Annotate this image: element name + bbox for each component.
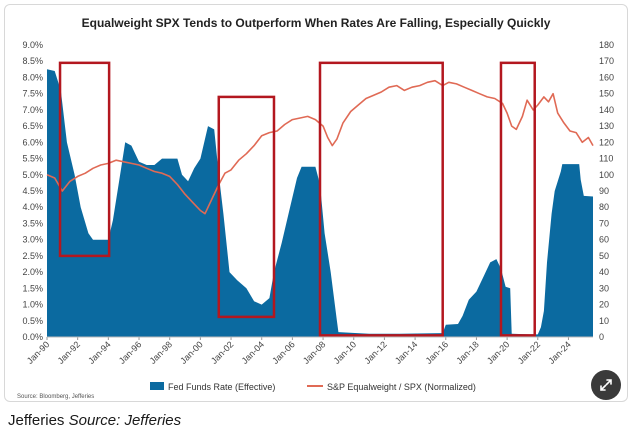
- legend: Fed Funds Rate (Effective) S&P Equalweig…: [150, 382, 476, 392]
- left-tick-label: 9.0%: [22, 40, 43, 50]
- right-tick-label: 180: [599, 40, 614, 50]
- x-tick-label: Jan-98: [148, 339, 175, 366]
- legend-label-equalweight: S&P Equalweight / SPX (Normalized): [327, 382, 476, 392]
- left-tick-label: 2.5%: [22, 251, 43, 261]
- x-tick-label: Jan-24: [546, 339, 573, 366]
- right-tick-label: 80: [599, 202, 609, 212]
- caption-source: Source: Jefferies: [68, 412, 182, 429]
- x-axis-ticks: Jan-90 Jan-92 Jan-94 Jan-96 Jan-98 Jan-00 Jan-…: [25, 337, 573, 366]
- right-tick-label: 150: [599, 89, 614, 99]
- left-tick-label: 5.0%: [22, 170, 43, 180]
- left-tick-label: 0.5%: [22, 316, 43, 326]
- right-tick-label: 60: [599, 235, 609, 245]
- right-tick-label: 50: [599, 251, 609, 261]
- x-tick-label: Jan-06: [270, 339, 297, 366]
- right-tick-label: 170: [599, 56, 614, 66]
- x-tick-label: Jan-14: [393, 339, 420, 366]
- x-tick-label: Jan-04: [240, 339, 267, 366]
- x-tick-label: Jan-02: [209, 339, 236, 366]
- left-tick-label: 4.0%: [22, 202, 43, 212]
- left-tick-label: 8.0%: [22, 72, 43, 82]
- left-tick-label: 7.5%: [22, 89, 43, 99]
- right-tick-label: 130: [599, 121, 614, 131]
- legend-swatch-fed-funds: [150, 382, 164, 390]
- source-note: Source: Bloomberg, Jefferies: [17, 394, 94, 400]
- caption-publisher: Jefferies: [8, 412, 65, 429]
- left-tick-label: 2.0%: [22, 267, 43, 277]
- right-tick-label: 10: [599, 316, 609, 326]
- x-tick-label: Jan-22: [516, 339, 543, 366]
- plot-area: [46, 61, 594, 338]
- right-tick-label: 70: [599, 218, 609, 228]
- x-tick-label: Jan-00: [178, 339, 205, 366]
- expand-icon: [600, 379, 612, 391]
- highlight-box-1: [58, 61, 111, 258]
- x-tick-label: Jan-18: [454, 339, 481, 366]
- x-tick-label: Jan-16: [424, 339, 451, 366]
- right-tick-label: 110: [599, 154, 613, 164]
- right-tick-label: 140: [599, 105, 614, 115]
- highlight-box-4: [499, 61, 536, 337]
- x-tick-label: Jan-20: [485, 339, 512, 366]
- x-tick-label: Jan-92: [56, 339, 83, 366]
- left-tick-label: 6.5%: [22, 121, 43, 131]
- x-tick-label: Jan-12: [362, 339, 389, 366]
- left-tick-label: 0.0%: [22, 332, 43, 342]
- right-tick-label: 30: [599, 283, 609, 293]
- left-tick-label: 1.5%: [22, 283, 43, 293]
- left-tick-label: 5.5%: [22, 154, 43, 164]
- right-tick-label: 90: [599, 186, 609, 196]
- right-tick-label: 120: [599, 137, 614, 147]
- left-tick-label: 3.5%: [22, 218, 43, 228]
- left-tick-label: 7.0%: [22, 105, 43, 115]
- left-axis-ticks: 0.0% 0.5% 1.0% 1.5% 2.0% 2.5% 3.0% 3.5% 4.0% 4.5%…: [22, 40, 43, 342]
- right-tick-label: 100: [599, 170, 614, 180]
- x-tick-label: Jan-94: [86, 339, 113, 366]
- x-tick-label: Jan-08: [301, 339, 328, 366]
- left-tick-label: 1.0%: [22, 300, 43, 310]
- right-tick-label: 0: [599, 332, 604, 342]
- chart-title: Equalweight SPX Tends to Outperform When…: [82, 16, 551, 30]
- right-axis-ticks: 0 10 20 30 40 50 60 70 80 90 100 110 120 130 140 150 160…: [599, 40, 614, 342]
- image-caption: Jefferies Source: Jefferies: [8, 412, 181, 429]
- left-tick-label: 8.5%: [22, 56, 43, 66]
- x-tick-label: Jan-96: [117, 339, 144, 366]
- x-tick-label: Jan-10: [332, 339, 359, 366]
- left-tick-label: 6.0%: [22, 137, 43, 147]
- right-tick-label: 160: [599, 72, 614, 82]
- legend-label-fed-funds: Fed Funds Rate (Effective): [168, 382, 275, 392]
- x-tick-label: Jan-90: [25, 339, 52, 366]
- highlight-box-3: [318, 61, 444, 337]
- left-tick-label: 4.5%: [22, 186, 43, 196]
- expand-button[interactable]: [591, 370, 621, 400]
- left-tick-label: 3.0%: [22, 235, 43, 245]
- right-tick-label: 20: [599, 300, 609, 310]
- right-tick-label: 40: [599, 267, 609, 277]
- chart: Equalweight SPX Tends to Outperform When…: [17, 16, 614, 400]
- equalweight-ratio-line: [46, 79, 594, 215]
- chart-card: Equalweight SPX Tends to Outperform When…: [4, 4, 628, 402]
- highlight-box-2: [217, 95, 276, 319]
